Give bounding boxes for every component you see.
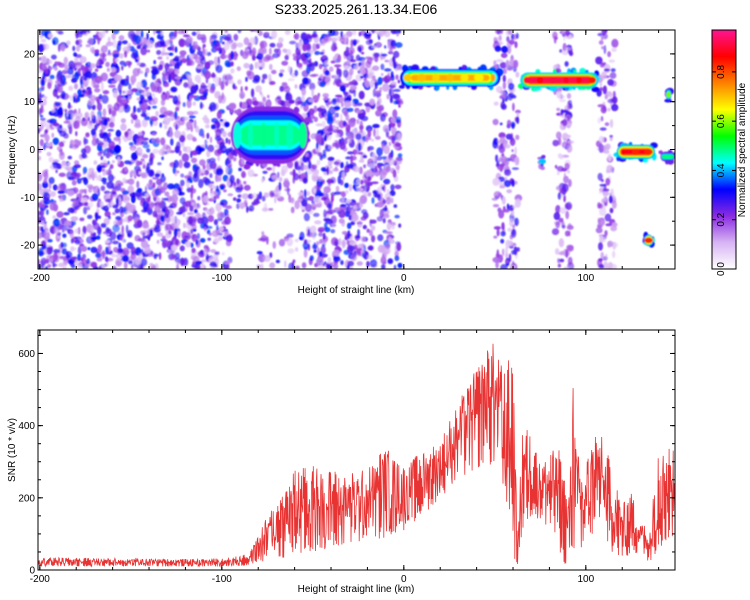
speckle-region — [491, 30, 523, 269]
colorbar: 0.0 0.2 0.4 0.6 0.8 Normalized spectral ampl… — [711, 29, 748, 276]
spectrogram-cells — [38, 30, 619, 269]
y-tick-label: 600 — [18, 349, 35, 360]
y-tick-label: -10 — [21, 193, 36, 204]
colorbar-frame — [711, 29, 737, 270]
y-tick-label: 0 — [29, 566, 35, 577]
colorbar-tick-label: 0.6 — [716, 114, 727, 128]
spectrogram-y-label: Frequency (Hz) — [7, 116, 18, 185]
snr-y-label: SNR (10 * v/v) — [7, 418, 18, 482]
snr-y-ticks: 0 200 400 600 — [18, 334, 675, 577]
spectral-feature — [517, 67, 601, 93]
snr-x-ticks: -200 -100 0 100 — [30, 330, 660, 585]
colorbar-tick-label: 0.0 — [716, 262, 727, 276]
spectrogram-x-label: Height of straight line (km) — [298, 285, 415, 296]
spectral-feature — [642, 231, 656, 248]
y-tick-label: 400 — [18, 421, 35, 432]
snr-line — [38, 343, 675, 568]
spectral-feature — [398, 64, 504, 91]
colorbar-tick-label: 0.4 — [716, 163, 727, 177]
colorbar-ticks: 0.0 0.2 0.4 0.6 0.8 — [712, 64, 736, 276]
colorbar-label: Normalized spectral amplitude — [737, 82, 748, 217]
spectrogram-features — [228, 64, 675, 248]
x-tick-label: -100 — [212, 574, 232, 585]
spectral-feature — [658, 149, 675, 165]
speckle-region — [227, 30, 308, 214]
x-tick-label: 100 — [577, 574, 594, 585]
y-tick-label: 0 — [29, 145, 35, 156]
snr-series — [38, 343, 675, 568]
x-tick-label: 0 — [401, 273, 407, 284]
speckle-region — [256, 231, 305, 269]
colorbar-gradient — [712, 30, 736, 269]
snr-panel: -200 -100 0 100 0 200 400 600 Height of straig… — [7, 329, 676, 595]
x-tick-label: 0 — [401, 574, 407, 585]
snr-x-label: Height of straight line (km) — [298, 584, 415, 595]
x-tick-label: -200 — [30, 574, 50, 585]
spectral-feature — [613, 141, 658, 163]
chart-title: S233.2025.261.13.34.E06 — [275, 1, 438, 17]
colorbar-tick-label: 0.2 — [716, 212, 727, 226]
speckle-region — [38, 30, 234, 269]
colorbar-tick-label: 0.8 — [716, 64, 727, 78]
spectral-feature — [664, 87, 674, 103]
y-tick-label: -20 — [21, 241, 36, 252]
spectral-feature — [228, 98, 312, 171]
y-tick-label: 10 — [24, 97, 36, 108]
x-tick-label: -100 — [212, 273, 232, 284]
spectrogram-x-ticks: -200 -100 0 100 — [30, 30, 660, 284]
speckle-region — [300, 30, 404, 269]
speckle-region — [551, 30, 575, 269]
x-tick-label: 100 — [577, 273, 594, 284]
x-tick-label: -200 — [30, 273, 50, 284]
speckle-region — [595, 30, 619, 269]
y-tick-label: 20 — [24, 49, 36, 60]
spectral-feature — [537, 154, 546, 171]
spectrogram-y-ticks: -20 -10 0 10 20 — [21, 29, 675, 270]
snr-frame — [37, 329, 676, 571]
y-tick-label: 200 — [18, 493, 35, 504]
